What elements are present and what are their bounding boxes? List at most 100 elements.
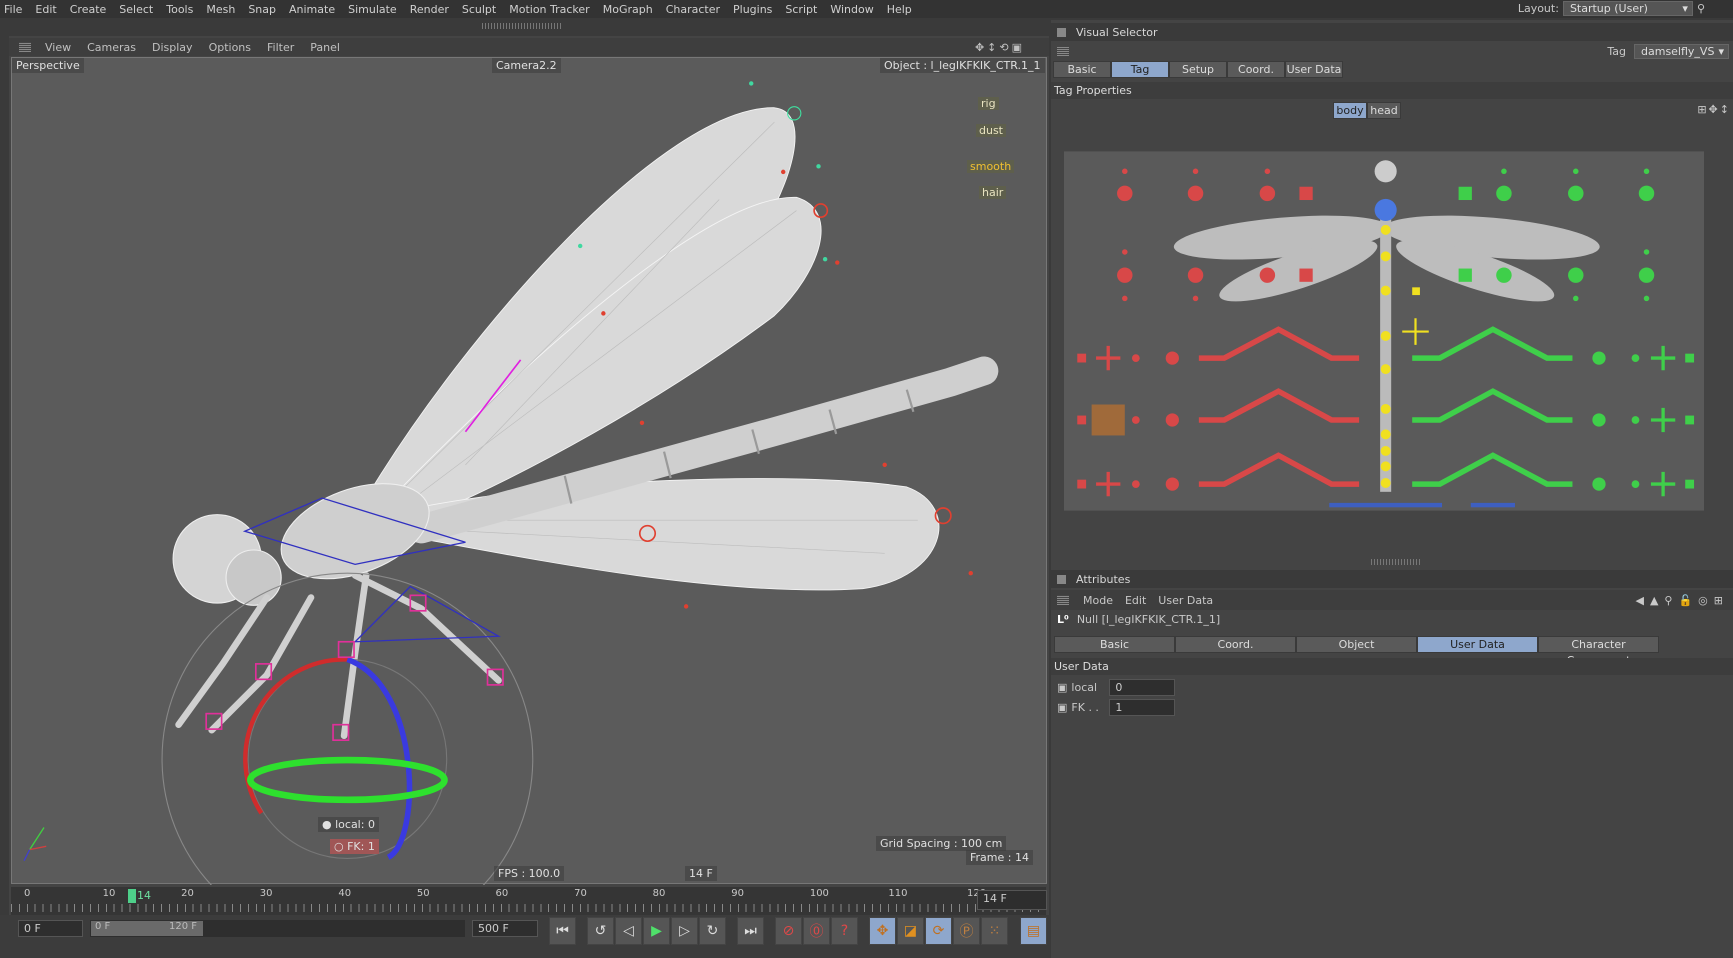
picker-button[interactable]: [1631, 416, 1640, 424]
next-key-icon[interactable]: ↻: [699, 917, 726, 945]
drag-grip-icon[interactable]: [19, 42, 31, 52]
viewport-menu-filter[interactable]: Filter: [267, 40, 295, 54]
picker-cog-cross[interactable]: [1402, 318, 1429, 345]
picker-button[interactable]: [1496, 185, 1512, 202]
view-body-button[interactable]: body: [1333, 102, 1367, 119]
picker-button[interactable]: [1131, 354, 1140, 362]
timeline-ruler[interactable]: 0 10 20 30 40 50 60 70 80 90 100 110 120 14: [11, 887, 1046, 915]
picker-button[interactable]: [1631, 354, 1640, 362]
picker-limb-chain[interactable]: [1412, 452, 1573, 487]
picker-square-button[interactable]: [1685, 415, 1695, 425]
picker-spine-buttons[interactable]: [1380, 224, 1391, 488]
attr-menu-user-data[interactable]: User Data: [1158, 593, 1214, 607]
menu-tools[interactable]: Tools: [166, 2, 194, 16]
picker-button[interactable]: [1187, 267, 1204, 283]
picker-button[interactable]: [1643, 168, 1650, 175]
layout-dropdown[interactable]: Startup (User): [1562, 1, 1693, 16]
picker-cross-button[interactable]: [1650, 345, 1676, 371]
attr-tab-basic[interactable]: Basic: [1054, 636, 1175, 653]
menu-animate[interactable]: Animate: [289, 2, 336, 16]
attr-tab-character-component[interactable]: Character Component: [1538, 636, 1659, 667]
menu-plugins[interactable]: Plugins: [733, 2, 773, 16]
picker-limb-chain[interactable]: [1412, 388, 1573, 423]
picker-spine-button[interactable]: [1380, 461, 1391, 472]
viewport-menu-view[interactable]: View: [45, 40, 72, 54]
picker-square-button[interactable]: [1685, 479, 1695, 489]
picker-cross-button[interactable]: [1650, 471, 1676, 497]
picker-button[interactable]: [1643, 295, 1650, 302]
picker-yellow-square[interactable]: [1412, 287, 1420, 296]
tab-setup[interactable]: Setup: [1169, 61, 1227, 78]
previous-key-icon[interactable]: ↺: [587, 917, 614, 945]
go-to-start-button[interactable]: ⏮: [549, 917, 576, 945]
start-frame-field[interactable]: 0 F: [18, 920, 83, 937]
layer-tag-hair[interactable]: hair: [979, 186, 1007, 199]
menu-mograph[interactable]: MoGraph: [602, 2, 653, 16]
go-to-end-button[interactable]: ⏭: [737, 917, 764, 945]
3d-viewport[interactable]: Perspective Camera2.2 Object : l_legIKFK…: [11, 57, 1047, 885]
tab-tag[interactable]: Tag: [1111, 61, 1169, 78]
picker-spine-button[interactable]: [1380, 331, 1391, 341]
picker-bar-left[interactable]: [1329, 502, 1443, 508]
picker-limb-chain[interactable]: [1412, 326, 1573, 361]
picker-spine-button[interactable]: [1380, 364, 1391, 375]
picker-button[interactable]: [1165, 413, 1179, 427]
attr-tab-coord[interactable]: Coord.: [1175, 636, 1296, 653]
picker-button[interactable]: [1568, 185, 1584, 202]
play-button[interactable]: ▶: [643, 917, 670, 945]
picker-button[interactable]: [1122, 168, 1128, 175]
hud-local[interactable]: ● local: 0: [318, 817, 379, 832]
picker-spine-button[interactable]: [1380, 224, 1391, 235]
drag-grip-icon[interactable]: [1057, 46, 1069, 56]
viewport-menu-cameras[interactable]: Cameras: [87, 40, 137, 54]
autokey-button[interactable]: ⓪: [803, 917, 830, 945]
picker-button[interactable]: [1165, 351, 1179, 365]
menu-window[interactable]: Window: [830, 2, 874, 16]
menu-mesh[interactable]: Mesh: [206, 2, 236, 16]
attr-nav-icons[interactable]: ◀▲⚲🔓◎⊞: [1635, 593, 1729, 607]
picker-button[interactable]: [1259, 185, 1276, 202]
picker-button[interactable]: [1592, 413, 1606, 427]
picker-button[interactable]: [1117, 267, 1133, 283]
search-icon[interactable]: ⚲: [1696, 2, 1705, 15]
picker-spine-button[interactable]: [1380, 445, 1391, 456]
picker-button[interactable]: [1122, 295, 1128, 302]
end-frame-field[interactable]: 500 F: [472, 920, 538, 937]
menu-script[interactable]: Script: [785, 2, 818, 16]
projection-label[interactable]: Perspective: [12, 58, 84, 73]
key-rotation-toggle[interactable]: ⟳: [925, 917, 952, 945]
menu-character[interactable]: Character: [665, 2, 720, 16]
menu-motion-tracker[interactable]: Motion Tracker: [509, 2, 590, 16]
visual-selector-picker[interactable]: [1064, 151, 1704, 511]
picker-button[interactable]: [1187, 185, 1204, 202]
picker-button[interactable]: [1638, 267, 1655, 283]
picker-cross-button[interactable]: [1096, 345, 1121, 371]
picker-cross-button[interactable]: [1096, 471, 1121, 497]
menu-edit[interactable]: Edit: [35, 2, 57, 16]
picker-square-button[interactable]: [1458, 268, 1472, 282]
viewport-menu-display[interactable]: Display: [152, 40, 193, 54]
picker-spine-button[interactable]: [1380, 403, 1391, 414]
layer-tag-dust[interactable]: dust: [976, 124, 1006, 137]
key-position-toggle[interactable]: ✥: [869, 917, 896, 945]
attr-menu-edit[interactable]: Edit: [1124, 593, 1147, 607]
picker-right-controls[interactable]: [1412, 168, 1695, 497]
picker-button[interactable]: [1643, 249, 1650, 255]
picker-spine-button[interactable]: [1380, 285, 1391, 296]
tab-coord[interactable]: Coord.: [1227, 61, 1285, 78]
key-parameter-toggle[interactable]: Ⓟ: [953, 917, 980, 945]
picker-bar-right[interactable]: [1470, 502, 1515, 508]
viewport-nav-icons[interactable]: ✥↕⟲▣: [974, 40, 1025, 54]
attr-menu-mode[interactable]: Mode: [1083, 593, 1113, 607]
menu-simulate[interactable]: Simulate: [348, 2, 397, 16]
picker-button[interactable]: [1568, 267, 1584, 283]
picker-button[interactable]: [1122, 249, 1128, 255]
picker-button[interactable]: [1131, 480, 1140, 488]
picker-button[interactable]: [1501, 168, 1507, 175]
animate-toggle-icon[interactable]: ▣: [1057, 681, 1068, 694]
viewport-menu-options[interactable]: Options: [208, 40, 252, 54]
camera-label[interactable]: Camera2.2: [492, 58, 561, 73]
menu-sculpt[interactable]: Sculpt: [461, 2, 497, 16]
step-forward-button[interactable]: ▷: [671, 917, 698, 945]
menu-create[interactable]: Create: [69, 2, 107, 16]
